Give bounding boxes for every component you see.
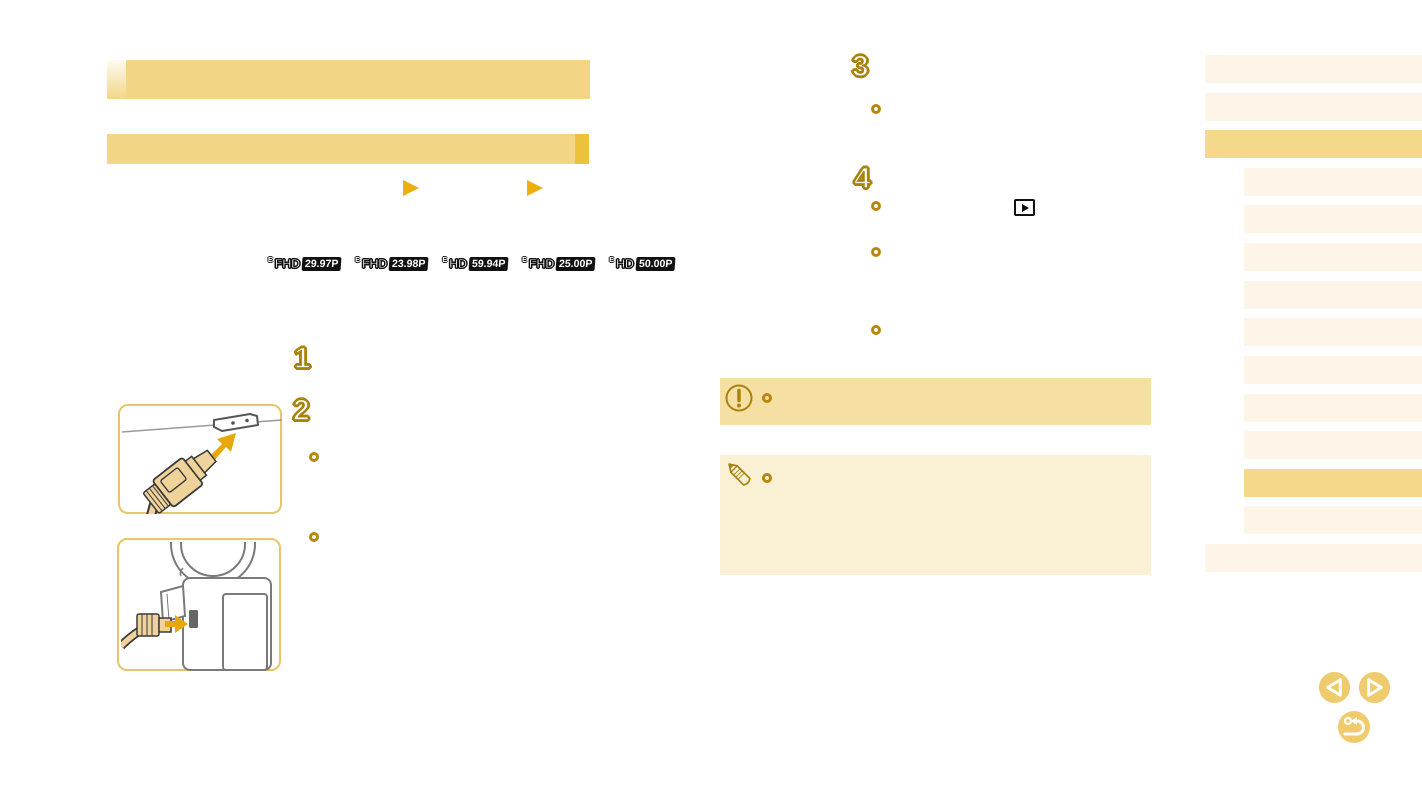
bullet — [309, 532, 319, 542]
sub-heading-gold-cap — [575, 134, 589, 164]
sidebar-item[interactable] — [1205, 544, 1422, 572]
bullet — [871, 325, 881, 335]
step-number-3: 3 — [851, 50, 869, 83]
playback-mode-icon — [527, 180, 543, 196]
play-triangle-icon — [1022, 203, 1029, 212]
quality-resolution: HD — [449, 256, 468, 272]
quality-framerate-badge: 23.98P — [388, 256, 429, 271]
bullet — [871, 201, 881, 211]
section-heading-gradient — [107, 60, 126, 99]
playback-button-icon — [1014, 199, 1035, 216]
video-quality-icon: E FHD 25.00P — [522, 256, 596, 272]
chevron-right-icon — [1367, 678, 1383, 697]
sidebar-item[interactable] — [1244, 243, 1422, 271]
sidebar-item[interactable] — [1244, 356, 1422, 384]
chevron-left-icon — [1326, 678, 1342, 697]
playback-mode-icon — [403, 180, 419, 196]
sidebar-item[interactable] — [1244, 168, 1422, 196]
hdmi-plug-illustration — [122, 413, 282, 514]
note-box — [720, 455, 1151, 575]
step-number-1: 1 — [293, 342, 311, 375]
warning-box — [720, 378, 1151, 425]
step-number-4: 4 — [853, 162, 871, 195]
quality-prefix: E — [609, 256, 614, 264]
bullet — [762, 393, 772, 403]
video-quality-icon: E HD 50.00P — [609, 256, 676, 272]
prev-page-button[interactable] — [1318, 671, 1351, 704]
quality-prefix: E — [522, 256, 527, 264]
pencil-icon — [728, 463, 751, 486]
quality-resolution: FHD — [361, 256, 388, 272]
sidebar-item[interactable] — [1205, 93, 1422, 121]
bullet — [871, 247, 881, 257]
quality-resolution: FHD — [528, 256, 555, 272]
video-quality-icon: E FHD 29.97P — [268, 256, 342, 272]
sidebar-item-active[interactable] — [1244, 469, 1422, 497]
figure-hdmi-plug — [118, 404, 282, 514]
video-quality-icon: E HD 59.94P — [442, 256, 509, 272]
quality-resolution: FHD — [274, 256, 301, 272]
quality-framerate-badge: 59.94P — [468, 256, 509, 271]
next-page-button[interactable] — [1358, 671, 1391, 704]
sidebar-item[interactable] — [1244, 318, 1422, 346]
quality-prefix: E — [268, 256, 273, 264]
sidebar-item[interactable] — [1244, 431, 1422, 459]
return-button[interactable] — [1337, 710, 1371, 744]
figure-camera-cable — [117, 538, 281, 671]
sidebar-item-active[interactable] — [1205, 130, 1422, 158]
quality-prefix: E — [442, 256, 448, 264]
quality-framerate-badge: 29.97P — [301, 256, 342, 271]
quality-prefix: E — [355, 256, 360, 264]
bullet — [762, 473, 772, 483]
sidebar-item[interactable] — [1244, 281, 1422, 309]
section-heading-bar — [107, 60, 590, 99]
sidebar-item[interactable] — [1244, 394, 1422, 422]
video-quality-icon-row: E FHD 29.97P E FHD 23.98P E HD 59.94P E FHD 25.00P E… — [268, 256, 676, 272]
sidebar-item[interactable] — [1205, 55, 1422, 83]
step-number-2: 2 — [292, 394, 310, 427]
video-quality-icon: E FHD 23.98P — [355, 256, 429, 272]
quality-resolution: HD — [615, 256, 634, 272]
exclamation-icon — [725, 384, 753, 412]
camera-cable-illustration — [121, 542, 272, 671]
quality-framerate-badge: 25.00P — [555, 256, 596, 271]
quality-framerate-badge: 50.00P — [635, 256, 676, 271]
sidebar-item[interactable] — [1244, 506, 1422, 534]
bullet — [309, 452, 319, 462]
sub-heading-bar — [107, 134, 575, 164]
return-arrow-icon — [1343, 716, 1365, 736]
bullet — [871, 104, 881, 114]
sidebar-item[interactable] — [1244, 205, 1422, 233]
